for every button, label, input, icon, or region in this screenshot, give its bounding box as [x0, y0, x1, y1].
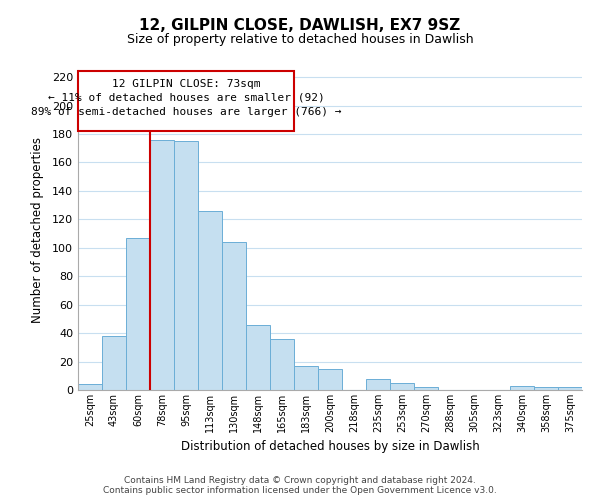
Bar — [558, 387, 582, 390]
Text: 12 GILPIN CLOSE: 73sqm: 12 GILPIN CLOSE: 73sqm — [112, 78, 260, 88]
Text: 89% of semi-detached houses are larger (766) →: 89% of semi-detached houses are larger (… — [31, 107, 341, 117]
Bar — [390, 383, 414, 390]
Bar — [198, 211, 222, 390]
Text: ← 11% of detached houses are smaller (92): ← 11% of detached houses are smaller (92… — [47, 93, 325, 103]
Y-axis label: Number of detached properties: Number of detached properties — [31, 137, 44, 323]
Bar — [174, 141, 198, 390]
Text: Contains HM Land Registry data © Crown copyright and database right 2024.
Contai: Contains HM Land Registry data © Crown c… — [103, 476, 497, 495]
Bar — [294, 366, 318, 390]
Bar — [414, 387, 438, 390]
Bar — [78, 384, 102, 390]
FancyBboxPatch shape — [78, 72, 294, 131]
Bar — [150, 140, 174, 390]
Bar — [222, 242, 246, 390]
Bar — [318, 368, 342, 390]
Text: 12, GILPIN CLOSE, DAWLISH, EX7 9SZ: 12, GILPIN CLOSE, DAWLISH, EX7 9SZ — [139, 18, 461, 32]
X-axis label: Distribution of detached houses by size in Dawlish: Distribution of detached houses by size … — [181, 440, 479, 454]
Bar — [534, 387, 558, 390]
Bar — [270, 339, 294, 390]
Bar — [366, 378, 390, 390]
Text: Size of property relative to detached houses in Dawlish: Size of property relative to detached ho… — [127, 32, 473, 46]
Bar — [510, 386, 534, 390]
Bar — [102, 336, 126, 390]
Bar — [246, 324, 270, 390]
Bar — [126, 238, 150, 390]
